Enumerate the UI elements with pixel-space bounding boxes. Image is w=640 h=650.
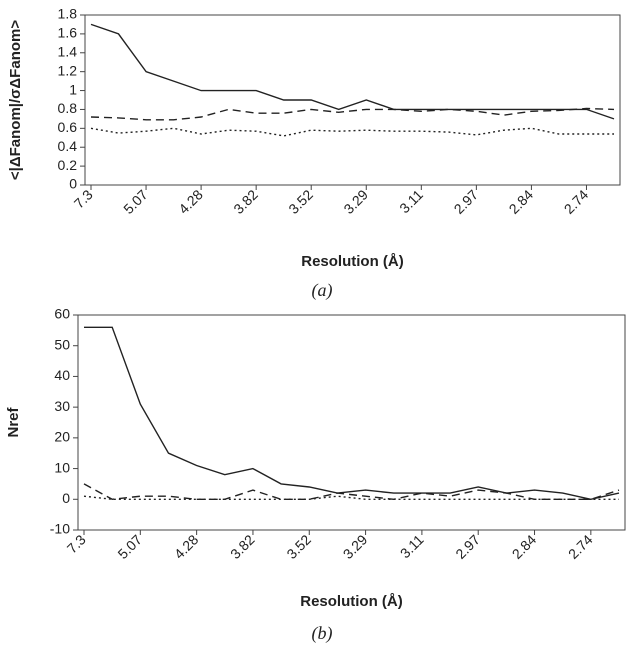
y-tick-label: 1.4 [58, 43, 78, 59]
x-tick-label: 2.74 [565, 531, 596, 562]
y-tick-label: 30 [54, 398, 70, 414]
x-tick-label: 4.28 [171, 531, 202, 562]
y-tick-label: 0.4 [58, 138, 78, 154]
y-tick-label: 0.6 [58, 119, 78, 135]
y-tick-label: 20 [54, 429, 70, 445]
y-tick-label: 0 [69, 176, 77, 192]
plot-frame [84, 14, 621, 186]
x-tick-label: 2.84 [506, 186, 537, 217]
x-tick-label: 3.52 [283, 531, 314, 562]
x-tick-label: 2.74 [561, 186, 592, 217]
y-tick-label: 50 [54, 336, 70, 352]
x-tick-label: 5.07 [114, 531, 145, 562]
x-tick-label: 2.97 [451, 186, 482, 217]
y-tick-label: 0 [62, 490, 70, 506]
y-axis-title: <|ΔFanom|/σΔFanom> [7, 20, 24, 180]
series-line [90, 107, 615, 121]
y-tick-label: 40 [54, 367, 70, 383]
x-tick-label: 2.84 [509, 531, 540, 562]
y-tick-label: 1.6 [58, 25, 78, 41]
y-tick-label: 0.8 [58, 100, 78, 116]
caption: (a) [312, 280, 333, 301]
series-line [90, 23, 615, 120]
y-tick-label: 1.8 [58, 6, 78, 22]
x-tick-label: 3.11 [396, 186, 426, 216]
y-tick-label: -10 [50, 521, 70, 537]
x-tick-label: 4.28 [175, 186, 206, 217]
y-tick-label: 1 [69, 81, 77, 97]
y-tick-label: 60 [54, 306, 70, 322]
y-tick-label: 1.2 [58, 62, 78, 78]
x-tick-label: 2.97 [452, 531, 483, 562]
series-line [84, 326, 620, 501]
y-tick-label: 0.2 [58, 157, 78, 173]
x-axis-title: Resolution (Å) [300, 593, 403, 610]
x-tick-label: 3.52 [285, 186, 316, 217]
series-line [83, 495, 619, 500]
x-tick-label: 3.29 [340, 186, 371, 217]
series-line [90, 127, 614, 137]
x-axis-title: Resolution (Å) [301, 253, 404, 270]
y-axis-title: Nref [5, 406, 22, 437]
plot-frame [77, 314, 626, 531]
x-tick-label: 3.29 [340, 531, 371, 562]
x-tick-label: 3.11 [397, 531, 427, 561]
series-line [83, 483, 620, 501]
x-tick-label: 5.07 [120, 186, 151, 217]
caption: (b) [312, 623, 333, 644]
x-tick-label: 3.82 [230, 186, 261, 217]
y-tick-label: 10 [54, 459, 70, 475]
x-tick-label: 3.82 [227, 531, 258, 562]
